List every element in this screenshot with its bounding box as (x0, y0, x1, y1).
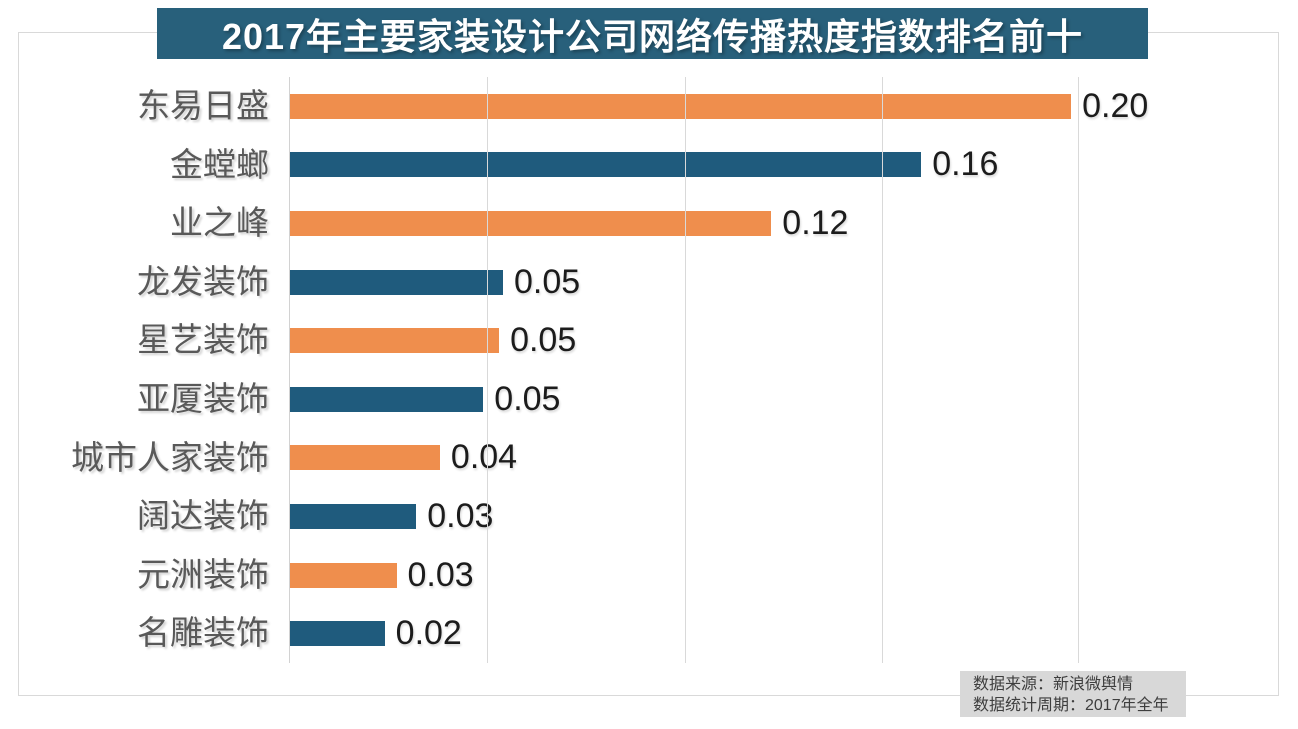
bar (290, 621, 385, 647)
bar (290, 503, 417, 529)
category-label: 城市人家装饰 (71, 438, 269, 476)
category-label: 东易日盛 (137, 87, 269, 124)
category-label: 业之峰 (170, 204, 269, 242)
value-label: 0.04 (450, 438, 518, 477)
gridline (684, 77, 686, 663)
bar (290, 386, 484, 412)
bar (290, 562, 397, 588)
value-label: 0.20 (1082, 86, 1149, 125)
source-period-line: 数据统计周期：2017年全年 (973, 697, 1169, 714)
value-label: 0.12 (782, 203, 849, 242)
bar-row: 0.05 (290, 370, 1079, 429)
bar (290, 210, 772, 236)
value-label: 0.16 (932, 145, 999, 184)
bar-row: 0.03 (290, 487, 1079, 546)
bar-row: 0.02 (290, 604, 1079, 663)
bar (290, 328, 500, 354)
value-label: 0.05 (510, 321, 577, 360)
plot-area: 0.20 0.16 0.12 0.05 0.05 0.05 0.04 0.03 0.03 0.02 (289, 77, 1148, 663)
gridline (487, 77, 489, 663)
category-label: 名雕装饰 (137, 614, 269, 652)
bar-row: 0.12 (290, 194, 1079, 253)
chart-title: 2017年主要家装设计公司网络传播热度指数排名前十 (157, 8, 1148, 59)
value-label: 0.05 (514, 262, 581, 301)
bar-row: 0.16 (290, 136, 1079, 195)
value-label: 0.02 (395, 614, 462, 653)
value-label: 0.03 (407, 555, 474, 594)
category-label: 金螳螂 (170, 145, 269, 183)
bar (290, 93, 1072, 119)
category-label: 元洲装饰 (137, 555, 269, 593)
bar-row: 0.04 (290, 429, 1079, 488)
data-source-note: 数据来源：新浪微舆情 数据统计周期：2017年全年 (960, 671, 1186, 717)
category-axis: 东易日盛金螳螂业之峰龙发装饰星艺装饰亚厦装饰城市人家装饰阔达装饰元洲装饰名雕装饰 (21, 77, 269, 663)
value-label: 0.05 (494, 379, 561, 418)
bar (290, 152, 922, 178)
bar (290, 445, 440, 471)
gridline (881, 77, 883, 663)
bar-row: 0.20 (290, 77, 1148, 136)
bar-row: 0.05 (290, 311, 1079, 370)
bar-row: 0.03 (290, 546, 1079, 605)
source-line: 数据来源：新浪微舆情 (973, 676, 1134, 693)
bar-row: 0.05 (290, 253, 1079, 312)
category-label: 亚厦装饰 (137, 379, 269, 417)
value-label: 0.03 (427, 496, 494, 535)
gridline (1078, 77, 1079, 663)
category-label: 龙发装饰 (137, 262, 269, 300)
category-label: 阔达装饰 (137, 497, 269, 535)
category-label: 星艺装饰 (137, 321, 269, 359)
bar (290, 269, 504, 295)
chart-card: 东易日盛金螳螂业之峰龙发装饰星艺装饰亚厦装饰城市人家装饰阔达装饰元洲装饰名雕装饰… (18, 32, 1279, 696)
